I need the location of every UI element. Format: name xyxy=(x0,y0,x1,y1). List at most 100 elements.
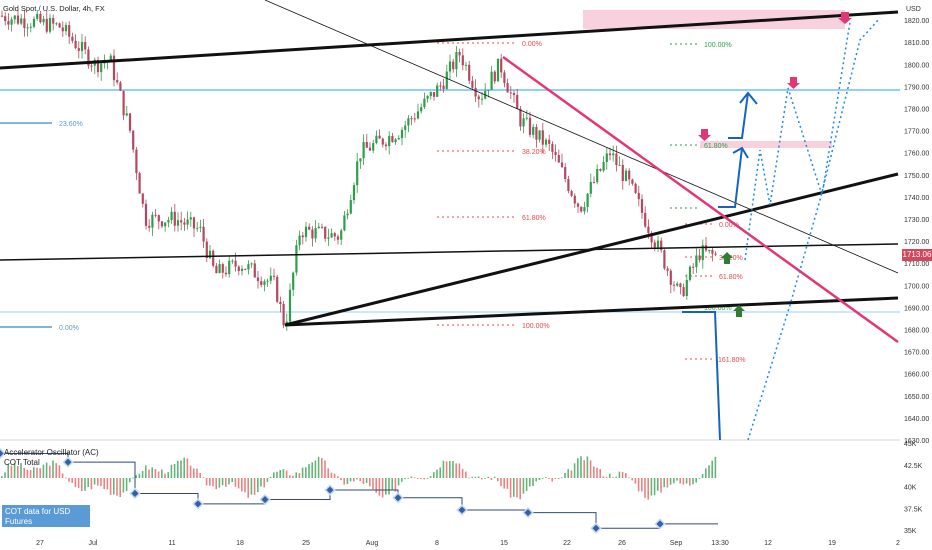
oscillator-bar xyxy=(237,478,240,489)
oscillator-bar xyxy=(330,472,333,478)
candle-body xyxy=(548,139,551,144)
candle-body xyxy=(397,138,400,140)
time-tick-label: 13:30 xyxy=(711,540,729,547)
symbol-title[interactable]: Gold Spot / U.S. Dollar, 4h, FX xyxy=(3,4,105,13)
oscillator-bar xyxy=(157,471,160,478)
oscillator-bar xyxy=(442,460,445,478)
candle-body xyxy=(352,185,356,201)
oscillator-bar xyxy=(589,460,592,478)
candle-body xyxy=(589,182,592,194)
fib-retracement-big[interactable] xyxy=(437,42,714,360)
candle-body xyxy=(336,236,340,240)
oscillator-bar xyxy=(708,465,710,478)
candle-body xyxy=(48,18,52,32)
oscillator-bar xyxy=(420,478,422,480)
time-scale[interactable]: 27 Jul 11 18 25 Aug 8 15 22 26 Sep 13:30 12 19 2 xyxy=(36,540,900,547)
oscillator-bar xyxy=(55,463,57,478)
oscillator-bar xyxy=(68,478,70,482)
oscillator-bar xyxy=(509,478,512,498)
oscillator-bar xyxy=(209,478,211,486)
oscillator-bar xyxy=(314,460,317,478)
trendline-upper-channel[interactable] xyxy=(0,10,899,70)
candle-body xyxy=(112,55,116,81)
oscillator-bar xyxy=(285,470,288,478)
cot-point xyxy=(194,500,202,508)
candle-body xyxy=(144,203,148,226)
oscillator-bar xyxy=(109,478,112,495)
price-tick-label: 1770.00 xyxy=(904,129,929,136)
price-scale[interactable]: 1630.00 1640.00 1650.00 1660.00 1670.00 1680.… xyxy=(904,18,929,445)
candlestick-series[interactable] xyxy=(0,9,717,331)
oscillator-bar xyxy=(394,478,397,492)
oscillator-bar xyxy=(29,470,32,478)
candle-body xyxy=(340,230,343,240)
candle-body xyxy=(381,138,384,145)
forecast-path-solid[interactable] xyxy=(682,91,758,441)
price-tick-label: 1650.00 xyxy=(904,394,929,401)
oscillator-bar xyxy=(458,463,461,478)
oscillator-title[interactable]: Accelerator Oscillator (AC) xyxy=(4,448,99,457)
candle-body xyxy=(407,118,410,126)
fib-small-label: 100.00% xyxy=(704,42,732,49)
candle-body xyxy=(695,255,698,267)
oscillator-bar xyxy=(404,478,406,480)
oscillator-bar xyxy=(685,478,688,484)
oscillator-bar xyxy=(388,478,390,495)
trendline-thin-descending[interactable] xyxy=(264,0,899,274)
oscillator-bar xyxy=(289,475,291,478)
oscillator-bar xyxy=(42,464,45,478)
oscillator-bar xyxy=(391,478,393,491)
oscillator-bar xyxy=(586,456,589,478)
candle-body xyxy=(445,71,448,89)
oscillator-bar xyxy=(193,468,195,478)
oscillator-bar xyxy=(346,478,349,485)
oscillator-bar xyxy=(551,478,553,482)
trendline-horizontal-pivot[interactable] xyxy=(0,243,899,261)
time-tick-label: 2 xyxy=(896,540,900,547)
oscillator-bar xyxy=(417,477,419,479)
candle-body xyxy=(378,135,381,139)
candle-body xyxy=(362,141,365,159)
candle-body xyxy=(135,149,138,174)
candle-body xyxy=(480,98,484,100)
accelerator-oscillator[interactable] xyxy=(1,456,717,500)
candle-body xyxy=(474,87,477,97)
candle-body xyxy=(32,18,36,27)
candle-body xyxy=(429,91,432,97)
cot-info-line: COT data for USD Futures xyxy=(5,507,71,526)
fib-retracement-small[interactable] xyxy=(670,43,715,277)
oscillator-bar xyxy=(628,477,630,479)
candle-body xyxy=(512,92,516,95)
candle-body xyxy=(653,242,656,248)
candle-body xyxy=(570,191,573,196)
cot-total-line[interactable] xyxy=(0,447,718,534)
trendline-pink-descending[interactable] xyxy=(502,55,899,344)
oscillator-bar xyxy=(535,478,537,482)
price-tick-label: 1800.00 xyxy=(904,62,929,69)
oscillator-bar xyxy=(669,478,672,485)
oscillator-bar xyxy=(52,460,54,478)
oscillator-bar xyxy=(333,473,336,478)
oscillator-bar xyxy=(548,478,550,479)
oscillator-bar xyxy=(97,478,99,486)
candle-body xyxy=(420,107,423,112)
candle-body xyxy=(602,162,605,171)
resistance-zone-mid xyxy=(700,141,832,148)
oscillator-bar xyxy=(282,469,285,478)
oscillator-bar xyxy=(90,478,93,490)
candle-body xyxy=(260,281,263,285)
candle-body xyxy=(573,195,576,204)
cot-title[interactable]: COT Total xyxy=(4,458,40,467)
candle-body xyxy=(84,42,87,50)
oscillator-bar xyxy=(71,478,73,483)
forecast-path-dotted[interactable] xyxy=(744,17,881,441)
candle-body xyxy=(685,279,688,297)
cot-scale: 45K 42.5K 40K 37.5K 35K xyxy=(904,441,923,535)
candle-body xyxy=(276,276,279,302)
candle-body xyxy=(596,168,599,183)
candle-body xyxy=(4,16,7,22)
trendline-lower-support[interactable] xyxy=(284,296,899,327)
candle-body xyxy=(522,118,525,127)
oscillator-bar xyxy=(33,467,35,478)
